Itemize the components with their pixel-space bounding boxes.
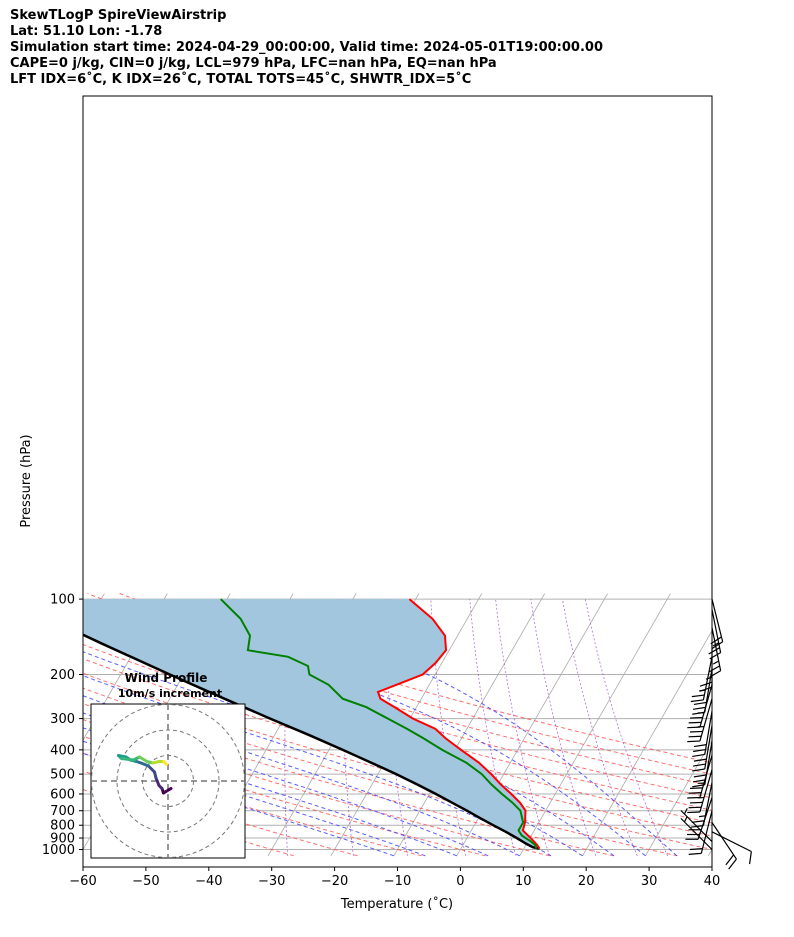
x-axis-label: Temperature (˚C): [340, 896, 453, 912]
sounding-traces: [83, 598, 541, 850]
dry-adiabat: [83, 630, 712, 811]
dry-adiabat: [119, 593, 712, 764]
wind-barb: [687, 698, 713, 743]
time-line: Simulation start time: 2024-04-29_00:00:…: [10, 40, 603, 55]
moist-adiabat: [233, 598, 678, 857]
wind-barb: [687, 769, 713, 814]
dry-adiabat: [83, 770, 358, 857]
x-tick-label: −50: [132, 874, 159, 889]
dewpoint-profile: [219, 598, 538, 849]
hodograph-subtitle: 10m/s increment: [118, 687, 222, 700]
dry-adiabat: [83, 643, 712, 824]
moist-adiabat: [83, 727, 457, 857]
isotherm: [393, 593, 546, 857]
y-tick-label: 800: [50, 819, 75, 834]
chart-header: SkewTLogP SpireViewAirstrip Lat: 51.10 L…: [10, 8, 603, 88]
x-tick-label: −10: [384, 874, 411, 889]
x-tick-label: 10: [515, 874, 532, 889]
chart-title: SkewTLogP SpireViewAirstrip: [10, 8, 227, 23]
moist-adiabat: [83, 712, 489, 857]
mixing-ratio-line: [530, 599, 597, 856]
hodograph-segment: [120, 757, 135, 762]
wind-barb: [680, 815, 713, 850]
temperature-profile: [376, 598, 541, 850]
isotherm: [645, 739, 712, 857]
dry-adiabat: [87, 593, 712, 775]
mixing-ratio-line: [495, 599, 550, 856]
location-line: Lat: 51.10 Lon: -1.78: [10, 24, 163, 39]
wind-barb: [690, 656, 713, 703]
hodograph-segment: [162, 760, 168, 766]
moist-adiabat: [113, 598, 646, 857]
wind-barb: [680, 808, 713, 843]
wind-barb: [692, 710, 713, 758]
isotherm: [582, 629, 712, 857]
wind-barb: [711, 831, 752, 865]
x-tick-label: 20: [578, 874, 595, 889]
dry-adiabat: [83, 735, 486, 857]
isotherm: [0, 594, 41, 856]
parcel-profile: [83, 633, 540, 850]
wind-barbs: [680, 598, 752, 870]
cape-line: CAPE=0 j/kg, CIN=0 j/kg, LCL=979 hPa, LF…: [10, 56, 497, 71]
y-tick-label: 300: [50, 712, 75, 727]
mixing-ratio-line: [562, 599, 638, 856]
x-tick-label: 0: [456, 874, 464, 889]
wind-barb: [710, 598, 724, 650]
x-tick-label: 30: [641, 874, 658, 889]
dry-adiabat: [83, 703, 614, 857]
wind-barb: [688, 810, 713, 855]
x-tick-label: −20: [321, 874, 348, 889]
mixing-ratio-line: [469, 599, 517, 856]
indices-line: LFT IDX=6˚C, K IDX=26˚C, TOTAL TOTS=45˚C…: [10, 72, 472, 87]
y-tick-label: 400: [50, 743, 75, 758]
y-tick-label: 500: [50, 768, 75, 783]
wind-barb: [692, 725, 713, 772]
x-tick-label: 40: [704, 874, 721, 889]
y-axis-label: Pressure (hPa): [19, 434, 34, 527]
moist-adiabat: [83, 622, 615, 857]
y-tick-label: 200: [50, 668, 75, 683]
hodograph-title: Wind Profile: [125, 671, 208, 685]
hodograph-inset: Wind Profile 10m/s increment: [90, 671, 246, 859]
y-tick-label: 100: [50, 593, 75, 608]
axes: −60 −50 −40 −30 −20 −10 0 10 20 30 40 1000900800700…: [42, 593, 720, 889]
isotherm: [519, 593, 671, 857]
x-tick-label: −40: [195, 874, 222, 889]
y-tick-label: 900: [50, 832, 75, 847]
dry-adiabat: [83, 719, 550, 857]
y-tick-label: 700: [50, 804, 75, 819]
isotherm: [708, 848, 712, 857]
wind-barb: [711, 822, 737, 870]
y-tick-label: 600: [50, 787, 75, 802]
dry-adiabat: [83, 687, 678, 857]
x-tick-label: −30: [258, 874, 285, 889]
y-tick-label: 1000: [42, 843, 75, 858]
x-tick-label: −60: [69, 874, 96, 889]
cin-shading: [83, 599, 540, 849]
moist-adiabat: [83, 695, 520, 857]
